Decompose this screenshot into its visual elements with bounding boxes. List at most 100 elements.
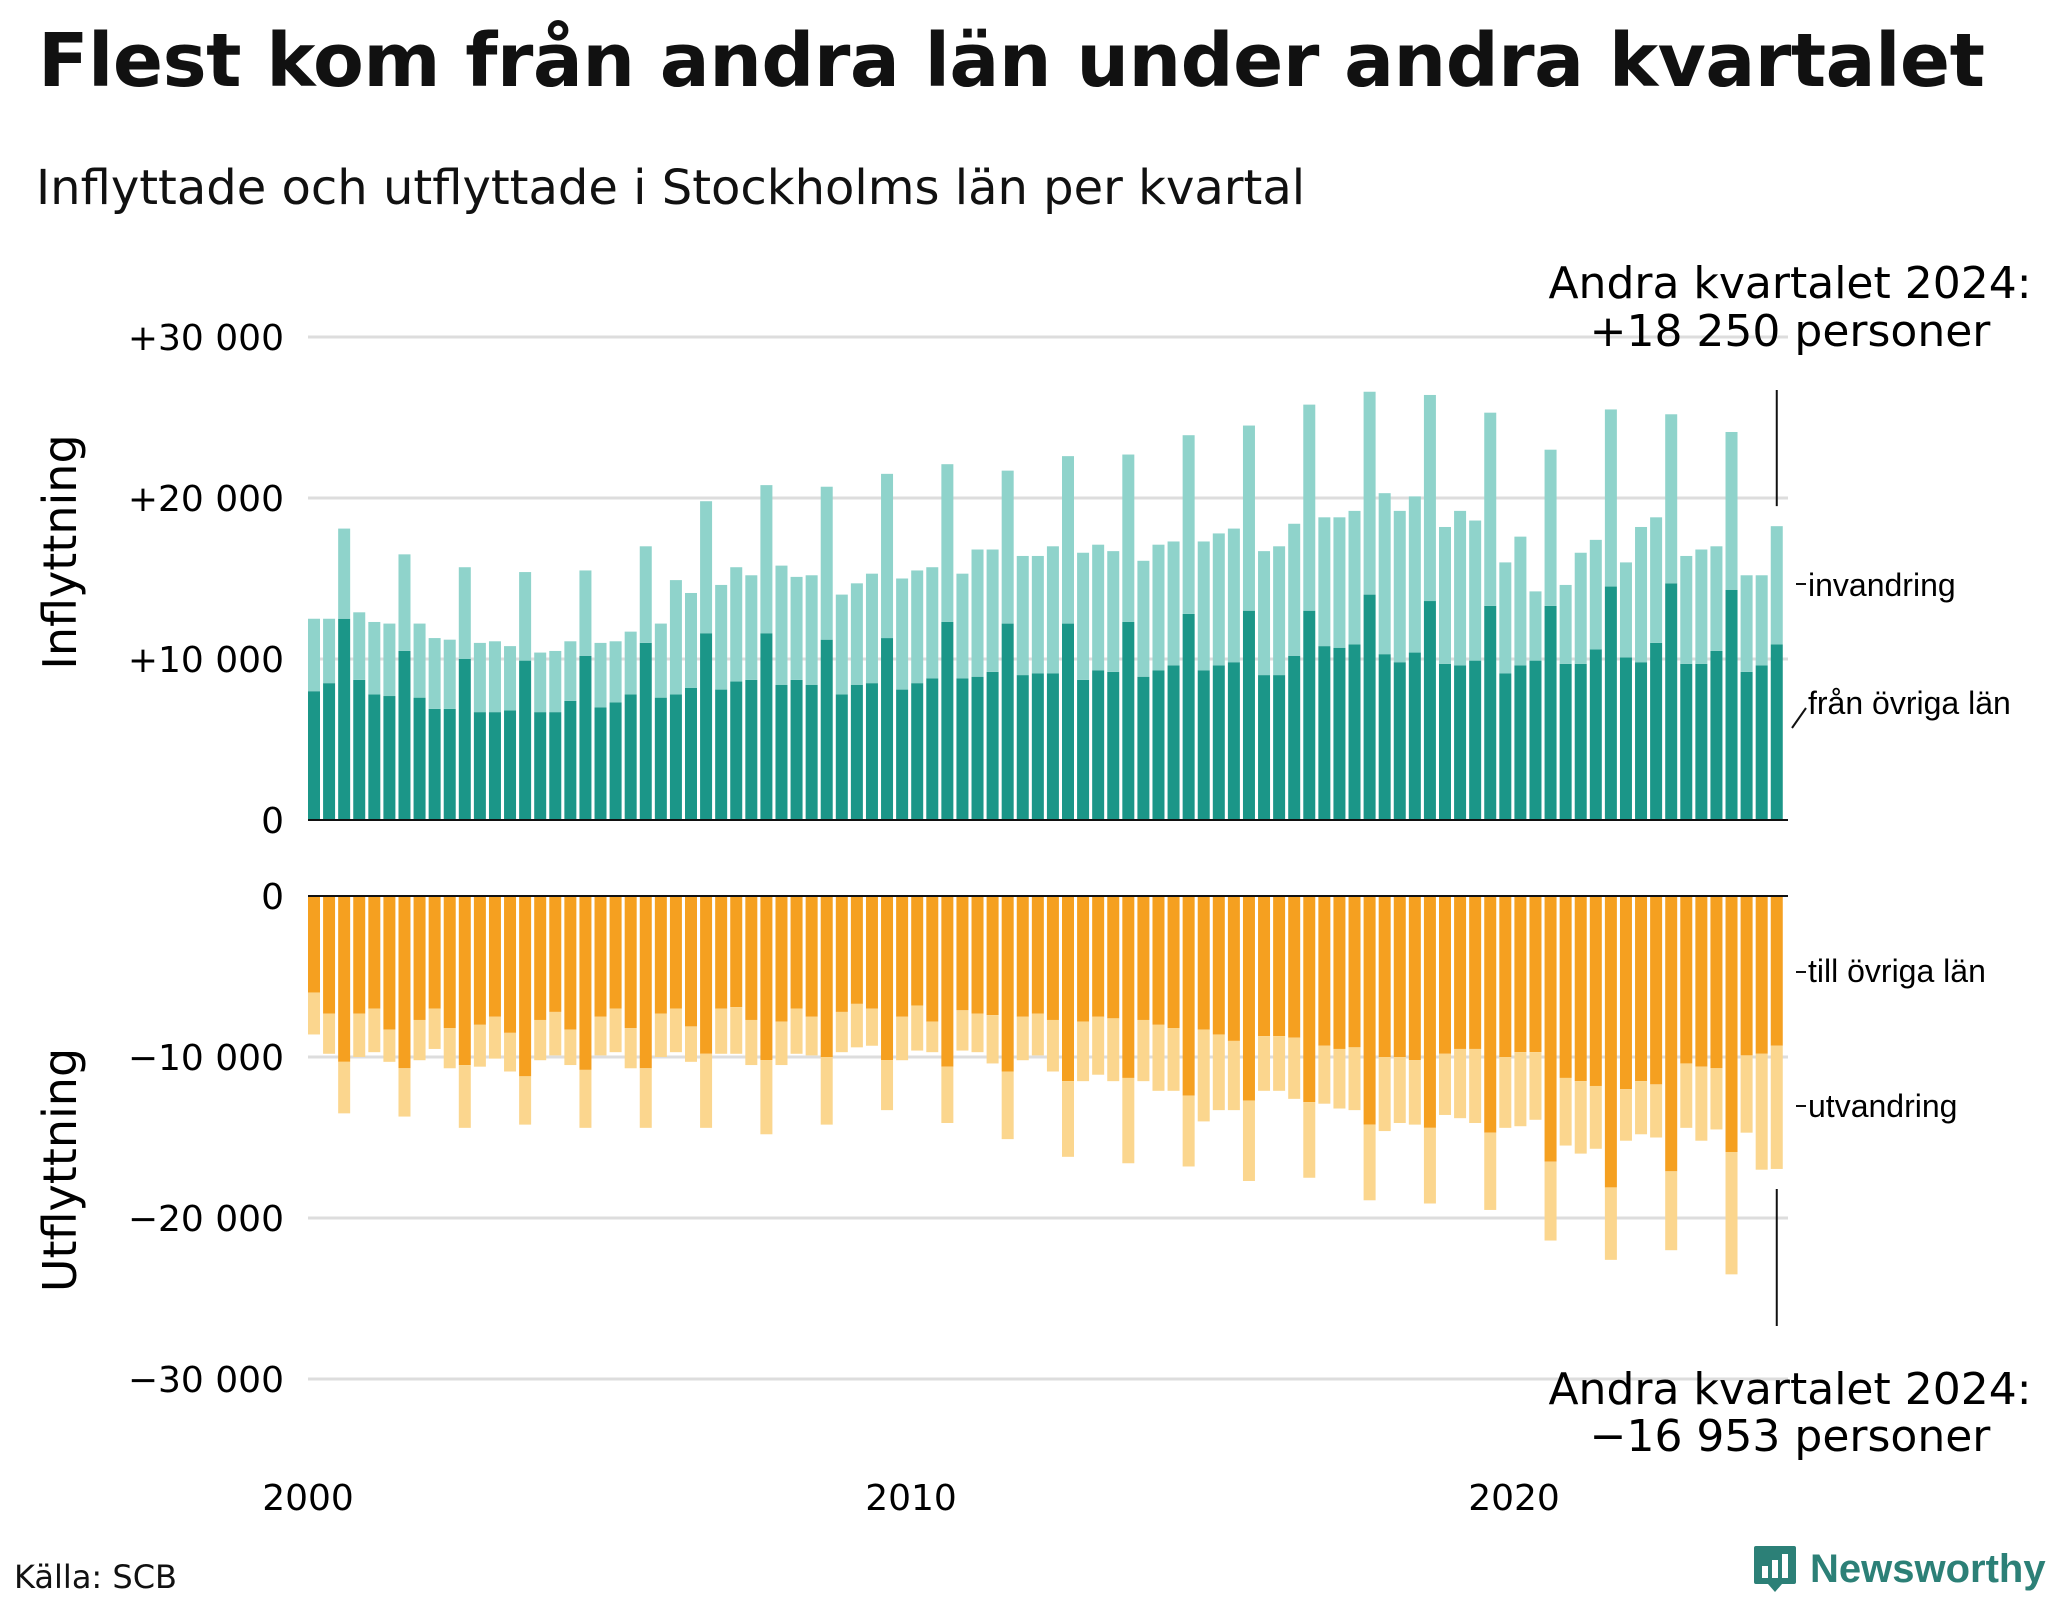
bar-ut-utvandring xyxy=(881,1060,894,1111)
bar-in-fran-ovriga-lan xyxy=(353,679,366,820)
bar-in-invandring xyxy=(1665,414,1678,584)
bar-ut-utvandring xyxy=(1242,1100,1255,1181)
bar-ut-utvandring xyxy=(1695,1066,1708,1141)
bar-in-invandring xyxy=(1182,435,1195,614)
bars xyxy=(308,391,1783,1275)
bar-in-invandring xyxy=(1318,517,1331,647)
bar-in-fran-ovriga-lan xyxy=(1016,675,1029,820)
bar-ut-utvandring xyxy=(1077,1021,1090,1082)
bar-in-fran-ovriga-lan xyxy=(1604,586,1617,820)
label-tick-fran-ovriga-lan xyxy=(1791,707,1807,729)
x-tick-2000: 2000 xyxy=(262,1478,354,1519)
bar-in-fran-ovriga-lan xyxy=(1197,670,1210,820)
bar-in-invandring xyxy=(1469,520,1482,661)
bar-in-invandring xyxy=(368,621,381,695)
bar-ut-till-ovriga-lan xyxy=(308,896,320,993)
bar-in-fran-ovriga-lan xyxy=(1665,583,1678,820)
bar-in-invandring xyxy=(1725,431,1738,590)
bar-in-invandring xyxy=(1378,493,1391,655)
bar-in-invandring xyxy=(1092,544,1105,671)
bar-in-fran-ovriga-lan xyxy=(639,642,652,820)
bar-in-fran-ovriga-lan xyxy=(1242,610,1255,820)
bar-in-fran-ovriga-lan xyxy=(1559,663,1572,820)
bar-in-fran-ovriga-lan xyxy=(1740,671,1753,820)
bar-ut-utvandring xyxy=(941,1066,954,1124)
bar-ut-till-ovriga-lan xyxy=(1529,896,1542,1053)
bar-in-fran-ovriga-lan xyxy=(1227,662,1240,820)
y-tick-label-bottom: −20 000 xyxy=(128,1199,284,1240)
bar-ut-utvandring xyxy=(850,1003,863,1048)
bar-ut-till-ovriga-lan xyxy=(850,896,863,1004)
bar-in-fran-ovriga-lan xyxy=(624,694,637,820)
bar-ut-till-ovriga-lan xyxy=(730,896,743,1008)
bar-ut-utvandring xyxy=(1288,1037,1301,1099)
bar-ut-utvandring xyxy=(504,1032,517,1072)
bar-ut-till-ovriga-lan xyxy=(1725,896,1738,1152)
chart-title: Flest kom från andra län under andra kva… xyxy=(38,18,1985,104)
bar-ut-utvandring xyxy=(956,1010,969,1051)
bar-in-invandring xyxy=(398,554,411,651)
bar-in-fran-ovriga-lan xyxy=(1273,675,1286,820)
bar-in-invandring xyxy=(775,565,788,685)
bar-in-fran-ovriga-lan xyxy=(775,684,788,820)
bar-in-invandring xyxy=(1408,496,1421,653)
bar-ut-till-ovriga-lan xyxy=(1559,896,1572,1078)
bar-in-invandring xyxy=(1619,562,1632,658)
gridlines xyxy=(308,335,1788,1381)
bar-in-fran-ovriga-lan xyxy=(1529,660,1542,820)
brand-logo[interactable]: Newsworthy xyxy=(1752,1544,2046,1594)
bar-in-fran-ovriga-lan xyxy=(1574,663,1587,820)
bar-ut-utvandring xyxy=(398,1068,411,1117)
source-note: Källa: SCB xyxy=(14,1558,177,1596)
bar-in-invandring xyxy=(1107,551,1120,672)
bar-in-invandring xyxy=(308,618,320,692)
bar-ut-till-ovriga-lan xyxy=(1469,896,1482,1049)
bar-ut-utvandring xyxy=(1680,1063,1693,1128)
bar-in-invandring xyxy=(1016,555,1029,676)
bar-in-invandring xyxy=(639,546,652,643)
bar-in-fran-ovriga-lan xyxy=(1122,621,1135,820)
bar-in-fran-ovriga-lan xyxy=(594,707,607,820)
bar-ut-till-ovriga-lan xyxy=(398,896,411,1069)
bar-in-fran-ovriga-lan xyxy=(1258,675,1271,820)
bar-in-invandring xyxy=(549,650,562,713)
y-tick-label-bottom: −30 000 xyxy=(128,1360,284,1401)
bar-ut-utvandring xyxy=(368,1008,381,1053)
bar-in-fran-ovriga-lan xyxy=(413,697,426,820)
bar-in-fran-ovriga-lan xyxy=(534,712,547,820)
bar-in-invandring xyxy=(790,576,803,680)
bar-ut-till-ovriga-lan xyxy=(1182,896,1195,1096)
bar-ut-utvandring xyxy=(639,1068,652,1128)
bar-ut-till-ovriga-lan xyxy=(805,896,818,1017)
bar-ut-till-ovriga-lan xyxy=(654,896,667,1014)
bar-in-fran-ovriga-lan xyxy=(1363,594,1376,820)
bar-in-invandring xyxy=(1046,546,1059,674)
bar-ut-till-ovriga-lan xyxy=(353,896,366,1014)
bar-in-invandring xyxy=(1770,526,1783,645)
bar-ut-till-ovriga-lan xyxy=(473,896,486,1025)
bar-in-invandring xyxy=(353,612,366,680)
bar-in-invandring xyxy=(805,575,818,685)
bar-in-fran-ovriga-lan xyxy=(986,671,999,820)
bar-in-fran-ovriga-lan xyxy=(1137,676,1150,820)
bar-ut-utvandring xyxy=(1273,1036,1286,1091)
bar-in-fran-ovriga-lan xyxy=(443,708,456,820)
bar-in-fran-ovriga-lan xyxy=(1635,662,1648,820)
bar-ut-till-ovriga-lan xyxy=(971,896,984,1014)
bar-in-invandring xyxy=(1755,575,1768,666)
bar-in-fran-ovriga-lan xyxy=(881,638,894,820)
bar-in-invandring xyxy=(1544,449,1557,606)
bar-in-invandring xyxy=(760,485,773,634)
bar-in-fran-ovriga-lan xyxy=(368,694,381,820)
bar-in-invandring xyxy=(881,473,894,639)
bar-in-fran-ovriga-lan xyxy=(1680,663,1693,820)
bar-ut-till-ovriga-lan xyxy=(1122,896,1135,1078)
bar-ut-utvandring xyxy=(1227,1040,1240,1111)
bar-ut-till-ovriga-lan xyxy=(700,896,713,1054)
bar-in-fran-ovriga-lan xyxy=(1423,601,1436,820)
bar-ut-till-ovriga-lan xyxy=(1092,896,1105,1017)
bar-in-fran-ovriga-lan xyxy=(609,702,622,820)
bar-in-fran-ovriga-lan xyxy=(1484,605,1497,820)
bar-in-fran-ovriga-lan xyxy=(1107,671,1120,820)
bar-in-fran-ovriga-lan xyxy=(428,708,441,820)
